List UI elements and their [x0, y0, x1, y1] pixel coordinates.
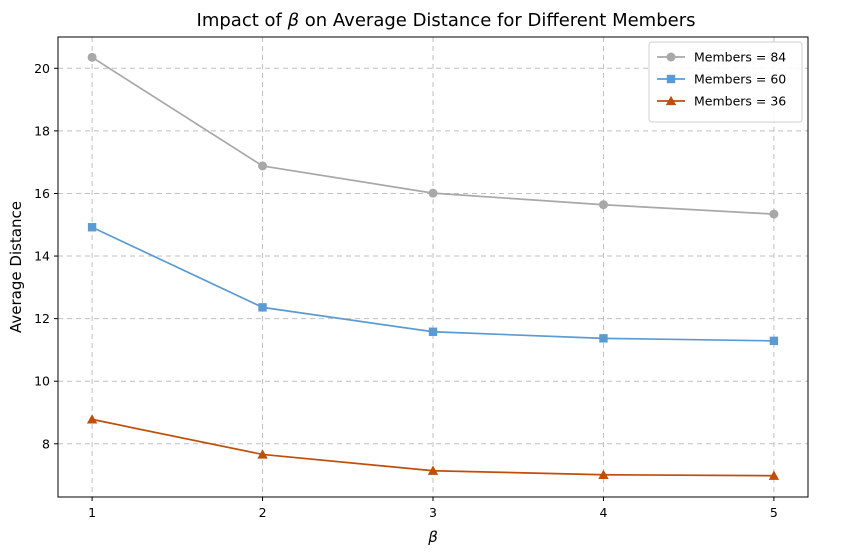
y-tick-label: 18 — [34, 123, 50, 138]
legend-marker — [665, 95, 677, 106]
legend: Members = 84 Members = 60 Members = 36 — [648, 41, 803, 123]
data-point — [599, 334, 608, 343]
y-tick-label: 20 — [34, 61, 50, 76]
y-tick-label: 14 — [34, 249, 50, 264]
series-1 — [87, 52, 779, 219]
data-point — [598, 469, 609, 479]
y-axis-label: Average Distance — [7, 201, 25, 333]
x-tick-label: 5 — [770, 505, 778, 520]
x-axis: 1 2 3 4 5 — [88, 497, 778, 520]
series-2 — [87, 223, 779, 346]
y-axis: 8 10 12 14 16 18 20 — [34, 61, 58, 451]
series-layer — [86, 52, 780, 480]
data-point — [768, 470, 780, 480]
data-point — [428, 188, 438, 198]
data-point — [769, 209, 779, 219]
legend-label: Members = 36 — [694, 94, 786, 109]
data-point — [427, 465, 439, 475]
data-point — [258, 161, 268, 171]
y-tick-label: 10 — [34, 374, 50, 389]
y-tick-label: 8 — [42, 436, 50, 451]
data-point — [769, 336, 779, 346]
legend-label: Members = 84 — [694, 50, 786, 65]
x-tick-label: 4 — [599, 505, 607, 520]
data-point — [257, 449, 268, 459]
legend-label: Members = 60 — [694, 72, 786, 87]
x-tick-label: 3 — [429, 505, 437, 520]
data-point — [87, 223, 97, 232]
y-tick-label: 16 — [34, 186, 50, 201]
legend-marker — [666, 74, 676, 84]
chart-title: Impact of β on Average Distance for Diff… — [197, 10, 696, 31]
data-point — [86, 414, 98, 424]
series-3 — [86, 414, 780, 480]
x-tick-label: 1 — [88, 505, 96, 520]
data-point — [87, 52, 97, 62]
x-axis-label: β — [427, 528, 438, 546]
legend-marker — [666, 52, 676, 62]
data-point — [258, 303, 267, 312]
legend-entry: Members = 36 — [657, 94, 786, 109]
legend-entry: Members = 84 — [657, 50, 786, 65]
legend-box — [648, 41, 803, 123]
data-point — [598, 200, 608, 210]
y-tick-label: 12 — [34, 311, 50, 326]
legend-entry: Members = 60 — [657, 72, 786, 87]
x-tick-label: 2 — [259, 505, 267, 520]
data-point — [428, 327, 438, 336]
